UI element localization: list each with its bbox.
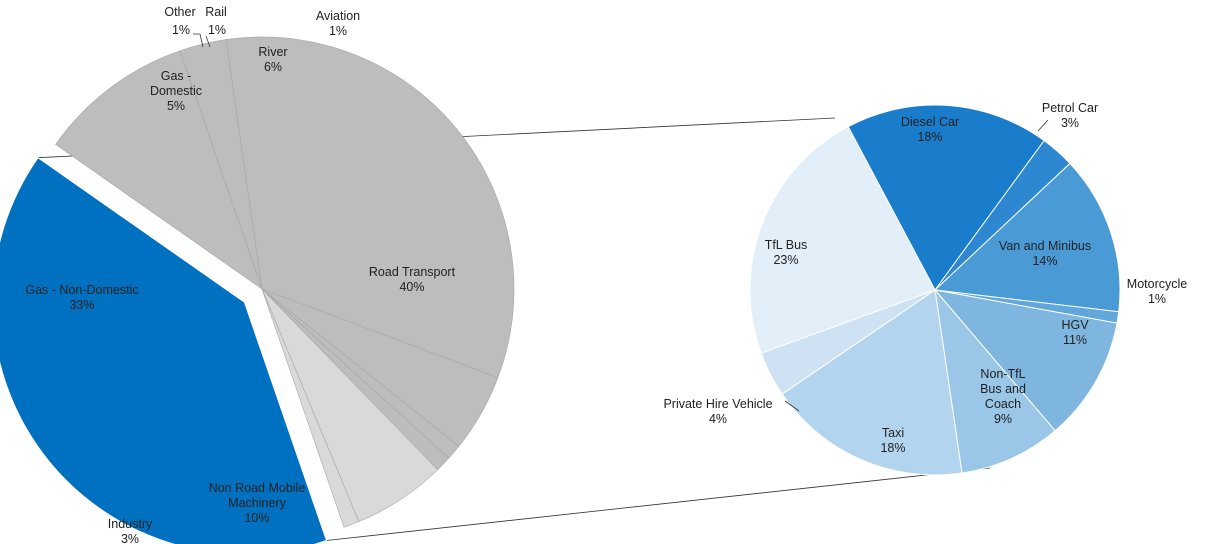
secondary-slice-hgv [933, 289, 1118, 432]
label-other: Other [164, 5, 195, 19]
main-slice-gas-non-domestic [225, 36, 515, 379]
leader-line-petrol-car [1037, 119, 1049, 132]
label-diesel-car: Diesel Car 18% [901, 115, 959, 144]
main-slice-road-transport [0, 157, 328, 544]
label-taxi: Taxi 18% [880, 426, 905, 455]
main-slice-non-road-mobile-machinery [55, 50, 263, 290]
leader-line-other [193, 33, 204, 48]
label-tfl-bus: TfL Bus 23% [765, 238, 808, 267]
label-non-road-mobile-machinery: Non Road Mobile Machinery 10% [209, 481, 306, 525]
label-rail: Rail [205, 5, 227, 19]
label-road-transport: Road Transport 40% [369, 265, 456, 294]
label-other-pct: 1% [172, 23, 190, 37]
main-pie [0, 36, 515, 544]
slice-labels: Road Transport 40% Non Road Mobile Machiner… [25, 5, 1187, 544]
secondary-slice-taxi [781, 289, 963, 476]
main-slice-aviation [261, 288, 360, 528]
secondary-slice-diesel-car [847, 104, 1045, 291]
leader-line-rail [205, 35, 211, 48]
secondary-slice-non-tfl-bus-and-coach [934, 288, 1056, 474]
secondary-pie [749, 104, 1121, 476]
label-motorcycle: Motorcycle 1% [1127, 277, 1187, 306]
label-gas-non-domestic: Gas - Non-Domestic 33% [25, 283, 138, 312]
label-private-hire-vehicle: Private Hire Vehicle 4% [663, 397, 772, 426]
connector-line-bottom [326, 467, 991, 541]
label-industry: Industry 3% [108, 517, 153, 544]
label-non-tfl-bus-and-coach: Non-TfL Bus and Coach 9% [980, 367, 1026, 426]
label-rail-pct: 1% [208, 23, 226, 37]
label-aviation: Aviation 1% [316, 9, 360, 38]
label-gas-domestic: Gas -Domestic 5% [150, 69, 202, 113]
label-hgv: HGV 11% [1061, 318, 1089, 347]
label-van-and-minibus: Van and Minibus 14% [999, 239, 1091, 268]
secondary-slice-van-and-minibus [933, 162, 1121, 313]
leader-line-private-hire [784, 400, 800, 412]
label-river: River 6% [258, 45, 287, 74]
label-petrol-car: Petrol Car 3% [1042, 101, 1098, 130]
secondary-slice-tfl-bus [749, 125, 936, 354]
